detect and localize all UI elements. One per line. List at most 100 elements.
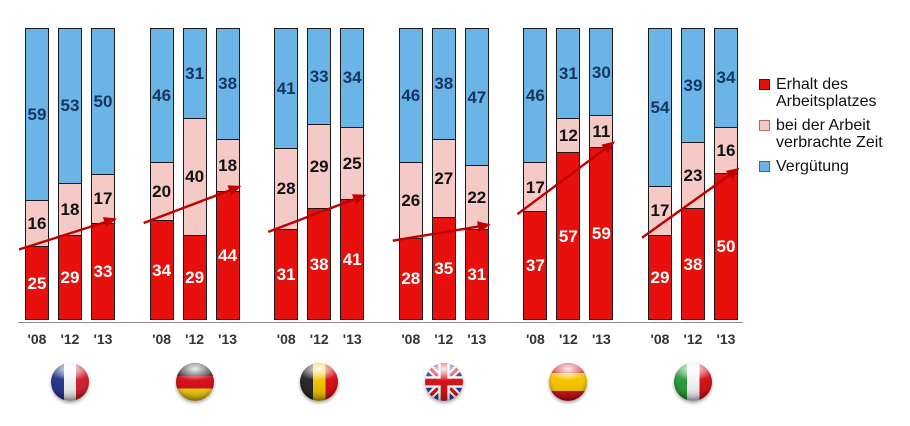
- bar-italy-12: 39 23 38: [681, 28, 705, 322]
- segment-value: 27: [434, 168, 454, 188]
- segment-value: 12: [558, 126, 578, 146]
- bar-france-13: 50 17 33: [91, 28, 115, 322]
- segment-value: 31: [276, 264, 296, 284]
- x-tick-label: '12: [60, 331, 80, 347]
- segment-verguetung: 34: [340, 28, 365, 128]
- segment-value: 33: [309, 67, 329, 86]
- segment-value: 11: [592, 121, 611, 141]
- segment-zeit: 16: [25, 200, 49, 248]
- x-tick-label: '08: [27, 331, 47, 347]
- segment-value: 25: [342, 154, 362, 174]
- segment-zeit: 11: [589, 115, 614, 148]
- bar-france-08: 59 16 25: [25, 28, 49, 322]
- segment-zeit: 20: [149, 162, 174, 222]
- segment-zeit: 26: [398, 162, 423, 239]
- segment-value: 40: [185, 167, 205, 187]
- segment-zeit: 25: [340, 126, 365, 201]
- segment-verguetung: 39: [681, 28, 705, 143]
- segment-verguetung: 31: [182, 28, 207, 120]
- segment-erhalt: 50: [714, 172, 738, 320]
- segment-value: 34: [152, 260, 172, 280]
- segment-value: 34: [716, 68, 736, 88]
- legend-swatch-zeit: [759, 120, 770, 131]
- segment-erhalt: 29: [182, 234, 207, 320]
- segment-value: 18: [60, 199, 80, 219]
- segment-value: 16: [716, 140, 736, 160]
- segment-value: 41: [276, 78, 296, 98]
- x-tick-label: '08: [276, 331, 296, 347]
- segment-value: 31: [467, 264, 487, 284]
- flag-france-icon: [51, 363, 89, 401]
- segment-value: 37: [525, 256, 545, 276]
- segment-erhalt: 29: [58, 234, 82, 320]
- segment-erhalt: 57: [556, 152, 581, 320]
- segment-value: 46: [152, 86, 172, 106]
- bar-italy-08: 54 17 29: [648, 28, 672, 322]
- segment-zeit: 17: [91, 174, 115, 224]
- segment-value: 38: [218, 74, 238, 94]
- segment-value: 30: [591, 62, 611, 82]
- segment-value: 29: [650, 267, 670, 287]
- bar-spain-12: 31 12 57: [556, 28, 581, 322]
- segment-value: 25: [27, 273, 47, 293]
- x-tick-label: '13: [467, 331, 487, 347]
- segment-verguetung: 47: [464, 28, 489, 167]
- segment-value: 29: [185, 267, 205, 287]
- x-tick-label: '13: [218, 331, 238, 347]
- bar-italy-13: 34 16 50: [714, 28, 738, 322]
- bar-germany-13: 38 18 44: [215, 28, 240, 322]
- segment-value: 22: [467, 188, 487, 207]
- bar-belgium-08: 41 28 31: [274, 28, 299, 322]
- x-tick-label: '08: [650, 331, 670, 347]
- legend-item-zeit: bei der Arbeit verbrachte Zeit: [759, 117, 883, 151]
- x-tick-label: '08: [525, 331, 545, 347]
- segment-value: 33: [93, 261, 113, 281]
- segment-verguetung: 54: [648, 28, 672, 187]
- x-tick-label: '12: [434, 331, 454, 347]
- segment-value: 29: [60, 267, 80, 287]
- segment-zeit: 22: [464, 165, 489, 230]
- segment-zeit: 17: [523, 162, 548, 213]
- flag-germany-icon: [175, 363, 214, 401]
- segment-erhalt: 41: [340, 199, 365, 320]
- segment-erhalt: 38: [307, 208, 332, 320]
- segment-erhalt: 29: [648, 234, 672, 320]
- segment-value: 59: [27, 105, 47, 125]
- segment-value: 38: [434, 74, 454, 94]
- segment-verguetung: 41: [274, 28, 299, 149]
- segment-erhalt: 33: [91, 222, 115, 320]
- segment-verguetung: 46: [523, 28, 548, 164]
- legend-swatch-erhalt: [759, 79, 770, 90]
- segment-value: 46: [401, 86, 421, 106]
- bar-germany-12: 31 40 29: [182, 28, 207, 322]
- segment-value: 17: [93, 189, 113, 209]
- segment-zeit: 17: [648, 185, 672, 236]
- flag-spain-icon: [549, 363, 588, 401]
- segment-value: 31: [558, 64, 578, 84]
- segment-verguetung: 31: [556, 28, 581, 120]
- segment-verguetung: 33: [307, 28, 332, 126]
- x-tick-label: '13: [93, 331, 113, 347]
- segment-verguetung: 53: [58, 28, 82, 184]
- segment-zeit: 29: [307, 124, 332, 210]
- segment-value: 31: [185, 64, 205, 84]
- segment-verguetung: 59: [25, 28, 49, 202]
- segment-value: 16: [27, 214, 47, 234]
- segment-value: 29: [309, 157, 329, 177]
- segment-value: 47: [467, 87, 487, 107]
- segment-zeit: 18: [215, 138, 240, 192]
- segment-value: 35: [434, 259, 454, 279]
- x-tick-label: '13: [342, 331, 362, 347]
- segment-value: 50: [716, 236, 736, 256]
- bar-uk-08: 46 26 28: [398, 28, 423, 322]
- segment-zeit: 28: [274, 147, 299, 230]
- segment-value: 28: [401, 269, 421, 289]
- legend-swatch-verguetung: [759, 161, 770, 172]
- segment-verguetung: 38: [215, 28, 240, 140]
- segment-erhalt: 44: [215, 190, 240, 320]
- segment-verguetung: 38: [431, 28, 456, 140]
- flag-italy-icon: [674, 363, 712, 401]
- segment-value: 20: [152, 182, 172, 202]
- bar-belgium-13: 34 25 41: [340, 28, 365, 322]
- legend-label-verguetung: Vergütung: [776, 158, 849, 175]
